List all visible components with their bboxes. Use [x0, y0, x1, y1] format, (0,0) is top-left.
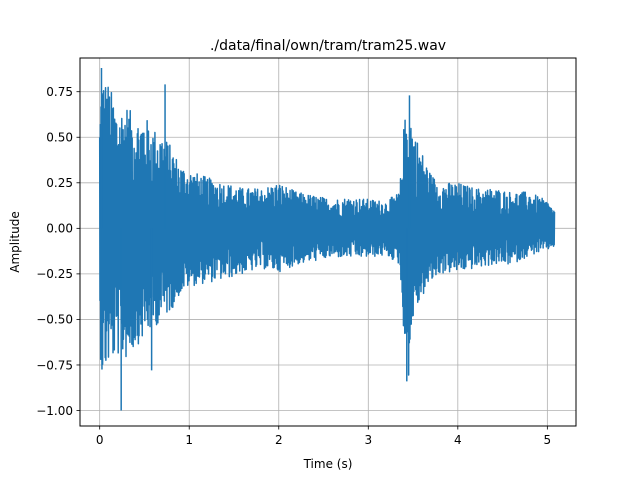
y-tick-label: −1.00 — [36, 404, 73, 418]
x-tick-label: 2 — [275, 433, 283, 447]
axes-frame — [79, 57, 577, 427]
y-tick-label: −0.50 — [36, 313, 73, 327]
waveform-series — [98, 68, 556, 411]
y-tick-label: 0.50 — [46, 131, 73, 145]
y-axis-label: Amplitude — [8, 211, 22, 273]
chart-title: ./data/final/own/tram/tram25.wav — [210, 38, 446, 54]
x-axis-label: Time (s) — [303, 457, 353, 471]
y-tick-label: −0.25 — [36, 267, 73, 281]
x-tick-label: 1 — [185, 433, 193, 447]
x-tick-label: 5 — [544, 433, 552, 447]
x-tick-label: 0 — [96, 433, 104, 447]
y-tick-label: 0.75 — [46, 85, 73, 99]
waveform-line — [98, 86, 556, 376]
y-tick-label: 0.25 — [46, 176, 73, 190]
x-tick-label: 3 — [364, 433, 372, 447]
y-tick-label: 0.00 — [46, 222, 73, 236]
y-tick-label: −0.75 — [36, 358, 73, 372]
x-tick-label: 4 — [454, 433, 462, 447]
axis-ticks: 0 1 2 3 4 5 −1.00 −0.75 −0.50 −0.25 0.00 0.25 0.50 0.… — [36, 85, 551, 447]
